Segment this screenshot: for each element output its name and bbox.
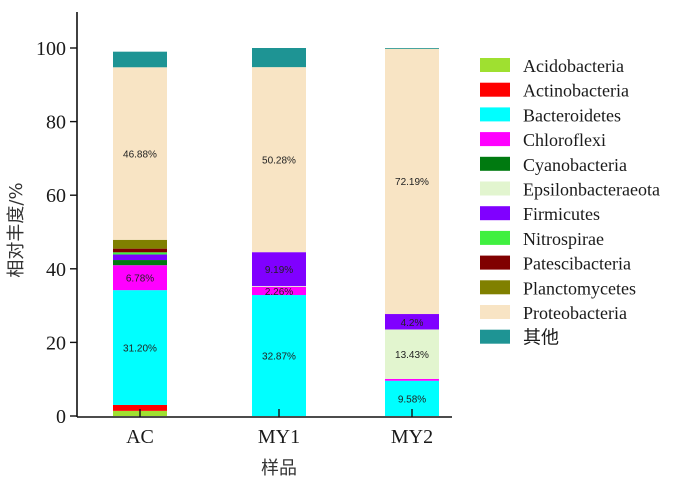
legend-label: Firmicutes [523,204,600,224]
legend-label: Actinobacteria [523,81,629,101]
bar-segment-ac-bacteroidetes [113,290,167,405]
x-tick-label: AC [126,426,154,448]
bar-segment-my1-other [252,48,306,68]
legend-item: Nitrospirae [480,229,604,249]
bars-group [113,48,439,416]
bar-segment-ac-other [113,51,167,68]
legend-label: Cyanobacteria [523,155,627,175]
legend-swatch [480,58,510,72]
bar-segment-my2-epsilonbacteraeota [385,329,439,379]
legend-swatch [480,181,510,196]
bar-segment-my1-bacteroidetes [252,295,306,416]
legend-item: 其他 [480,328,559,348]
bar-segment-my1-chloroflexi [252,286,306,296]
legend-swatch [480,305,510,319]
bar-segment-ac-proteobacteria [113,67,167,240]
y-tick-label: 0 [56,406,66,428]
bar-segment-ac-nitrospirae [113,252,167,255]
bar-segment-my2-other [385,48,439,49]
data-label: 72.19% [395,177,429,188]
data-label: 9.58% [398,394,426,405]
bar-segment-my2-proteobacteria [385,48,439,315]
data-label: 32.87% [262,352,296,363]
legend-label: Chloroflexi [523,130,606,150]
data-label: 6.78% [126,274,154,285]
data-label: 9.19% [265,265,293,276]
bar-segment-my2-chloroflexi [385,378,439,381]
data-label: 31.20% [123,344,157,355]
legend-swatch [480,156,510,171]
legend-label: Planctomycetes [523,278,636,298]
y-axis-title: 相对丰度/% [6,182,27,277]
data-labels-group: 46.88% 6.78% 31.20% 50.28% 9.19% 2.26% 32.87% 7… [123,150,429,406]
y-tick-label: 60 [46,185,66,207]
legend-item: Proteobacteria [480,303,627,323]
y-ticks-group: 0 20 40 60 80 100 [36,38,77,428]
legend-swatch [480,206,510,221]
legend-swatch [480,329,510,344]
legend-label: Acidobacteria [523,56,624,76]
y-tick-label: 80 [46,112,66,134]
legend-swatch [480,255,510,270]
legend-swatch [480,280,510,295]
x-ticks-group: AC MY1 MY2 [126,409,433,448]
legend-item: Actinobacteria [480,81,629,101]
legend-item: Firmicutes [480,204,600,224]
bar-segment-my1-proteobacteria [252,67,306,253]
y-tick-label: 100 [36,38,66,60]
bar-segment-ac-patescibacteria [113,248,167,253]
data-label: 2.26% [265,287,293,298]
legend-item: Chloroflexi [480,130,606,150]
bar-segment-ac-firmicutes [113,254,167,261]
legend-label: Proteobacteria [523,303,627,323]
legend-item: Acidobacteria [480,56,624,76]
legend-label: Epsilonbacteraeota [523,180,660,200]
legend-label: 其他 [523,328,559,348]
legend-label: Bacteroidetes [523,105,621,125]
legend: Acidobacteria Actinobacteria Bacteroidetes… [480,56,660,348]
data-label: 46.88% [123,150,157,161]
legend-label: Patescibacteria [523,254,631,274]
legend-item: Cyanobacteria [480,155,627,175]
legend-swatch [480,230,510,245]
data-label: 13.43% [395,350,429,361]
legend-swatch [480,132,510,147]
legend-item: Planctomycetes [480,278,636,298]
bar-segment-my1-epsilonbacteraeota [252,285,306,287]
bar-segment-my1-firmicutes [252,252,306,286]
bar-segment-ac-actinobacteria [113,404,167,411]
legend-swatch [480,82,510,97]
x-tick-label: MY2 [391,426,433,448]
data-label: 4.2% [401,318,424,329]
bar-segment-ac-planctomycetes [113,239,167,249]
y-tick-label: 20 [46,332,66,354]
bar-segment-ac-chloroflexi [113,265,167,291]
legend-item: Epsilonbacteraeota [480,180,660,200]
legend-label: Nitrospirae [523,229,604,249]
bar-segment-ac-cyanobacteria [113,260,167,266]
x-tick-label: MY1 [258,426,300,448]
y-tick-label: 40 [46,259,66,281]
bar-segment-my2-firmicutes [385,314,439,330]
x-axis-title: 样品 [261,458,297,479]
legend-item: Bacteroidetes [480,105,621,125]
data-label: 50.28% [262,156,296,167]
legend-swatch [480,107,510,122]
legend-item: Patescibacteria [480,254,631,274]
